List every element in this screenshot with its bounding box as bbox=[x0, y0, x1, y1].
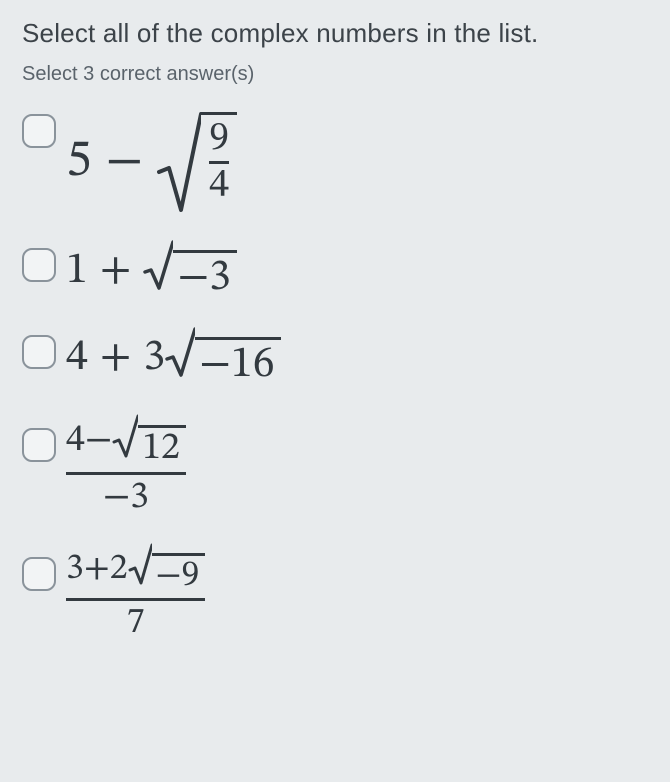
radicand: −3 bbox=[173, 250, 236, 301]
sqrt-block: −3 bbox=[143, 240, 236, 301]
fraction-denominator: 4 bbox=[209, 164, 229, 206]
question-subtitle: Select 3 correct answer(s) bbox=[22, 63, 648, 86]
math-expression: 5 − 9 4 bbox=[66, 110, 237, 214]
coefficient: 3 bbox=[143, 336, 165, 380]
term-a: 4 bbox=[66, 422, 85, 460]
radical-icon bbox=[157, 110, 201, 214]
answer-option-3[interactable]: 4 + 3 −16 bbox=[22, 327, 648, 388]
checkbox-icon[interactable] bbox=[22, 114, 56, 148]
radicand: 12 bbox=[138, 425, 186, 468]
term-a: 5 bbox=[66, 136, 92, 188]
radical-icon bbox=[128, 543, 152, 594]
radicand: −16 bbox=[195, 337, 280, 388]
radical-icon bbox=[143, 240, 173, 301]
checkbox-icon[interactable] bbox=[22, 335, 56, 369]
answer-option-5[interactable]: 3 + 2 −9 7 bbox=[22, 543, 648, 641]
fraction-denominator: 7 bbox=[127, 601, 145, 641]
checkbox-icon[interactable] bbox=[22, 248, 56, 282]
operator-minus: − bbox=[85, 422, 112, 460]
math-expression: 4 + 3 −16 bbox=[66, 327, 281, 388]
checkbox-icon[interactable] bbox=[22, 557, 56, 591]
math-expression: 4 − 12 −3 bbox=[66, 414, 186, 517]
sqrt-block: −9 bbox=[128, 543, 206, 594]
fraction-numerator: 4 − 12 bbox=[66, 414, 186, 472]
radicand: −9 bbox=[152, 553, 206, 594]
fraction: 9 4 bbox=[201, 112, 237, 214]
operator-minus: − bbox=[106, 136, 143, 188]
answer-option-4[interactable]: 4 − 12 −3 bbox=[22, 414, 648, 517]
radical-icon bbox=[112, 414, 138, 468]
operator-plus: + bbox=[84, 551, 110, 587]
answer-option-1[interactable]: 5 − 9 4 bbox=[22, 110, 648, 214]
sqrt-block: 12 bbox=[112, 414, 186, 468]
checkbox-icon[interactable] bbox=[22, 428, 56, 462]
fraction-numerator: 9 bbox=[209, 119, 229, 161]
fraction-numerator: 3 + 2 −9 bbox=[66, 543, 205, 598]
term-a: 3 bbox=[66, 551, 84, 587]
operator-plus: + bbox=[100, 249, 132, 293]
radical-icon bbox=[165, 327, 195, 388]
term-a: 4 bbox=[66, 336, 88, 380]
math-expression: 1 + −3 bbox=[66, 240, 237, 301]
term-a: 1 bbox=[66, 249, 88, 293]
answer-option-2[interactable]: 1 + −3 bbox=[22, 240, 648, 301]
math-expression: 3 + 2 −9 7 bbox=[66, 543, 205, 641]
sqrt-block: 9 4 bbox=[157, 110, 237, 214]
fraction-denominator: −3 bbox=[103, 475, 149, 517]
question-title: Select all of the complex numbers in the… bbox=[22, 18, 648, 49]
operator-plus: + bbox=[100, 336, 132, 380]
fraction: 3 + 2 −9 7 bbox=[66, 543, 205, 641]
coefficient: 2 bbox=[110, 551, 128, 587]
sqrt-block: −16 bbox=[165, 327, 280, 388]
fraction: 4 − 12 −3 bbox=[66, 414, 186, 517]
